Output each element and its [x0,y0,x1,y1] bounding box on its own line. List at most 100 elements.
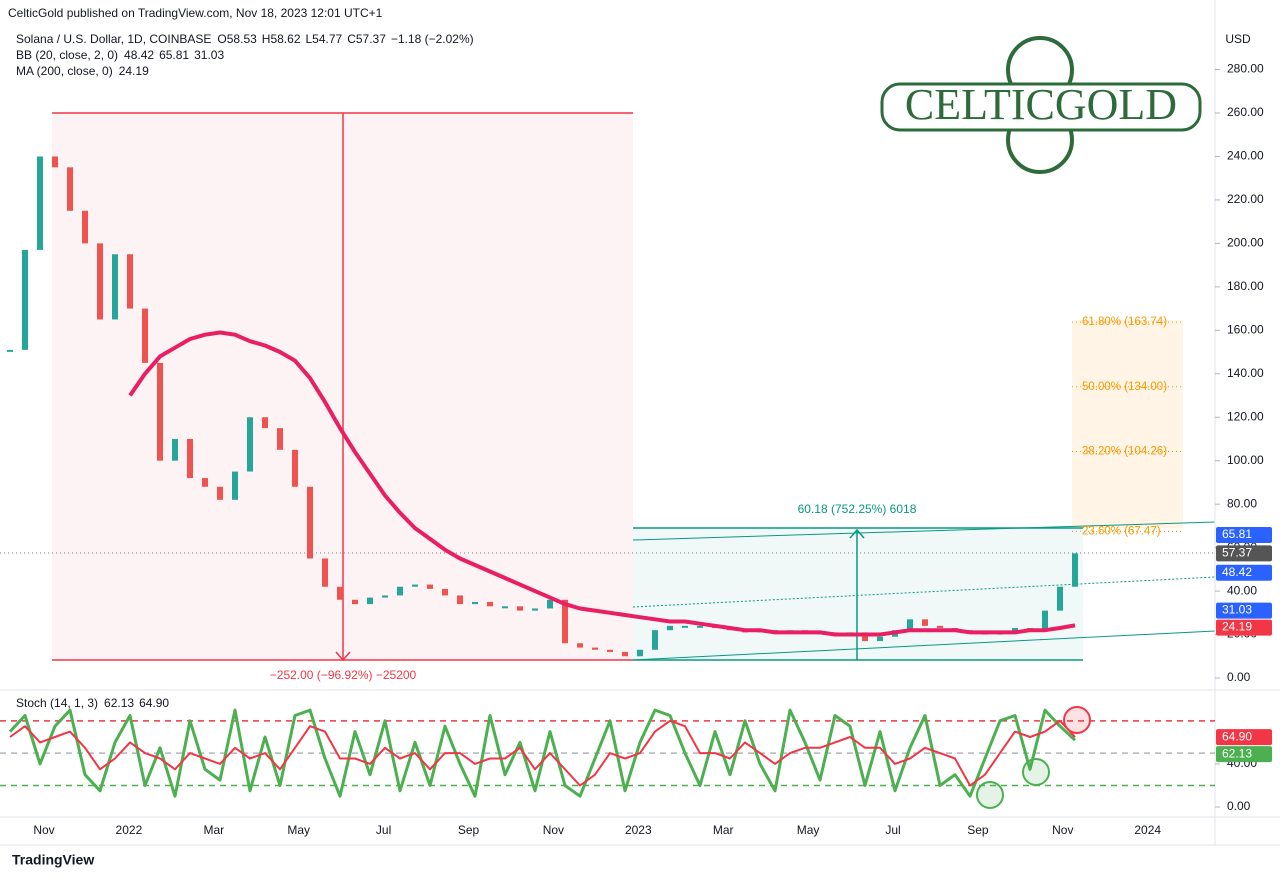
y-tick-label: 120.00 [1227,409,1264,423]
publisher: CelticGold published on TradingView.com,… [8,6,383,20]
candle [457,595,463,605]
measure-label: 60.18 (752.25%) 6018 [798,502,917,516]
candle [52,156,58,168]
logo-text: CELTICGOLD [905,80,1177,129]
candle [37,156,43,250]
price-tag-label: 64.90 [1222,729,1252,743]
price-tag [1216,729,1272,746]
arrow-head [335,651,351,662]
candle [517,606,523,611]
candle [1072,553,1078,587]
y-tick-label: 80.00 [1227,496,1257,510]
candle [352,599,358,605]
candle [607,649,613,652]
candle [262,417,268,429]
fib-label: 23.60% (67.47) [1082,525,1161,537]
price-tag [1216,619,1272,636]
ohlc-reading: O58.53 [217,32,257,46]
candle [412,584,418,587]
x-tick-label: 2023 [625,823,652,837]
candle [472,601,478,605]
candle [877,636,883,642]
candle [142,308,148,363]
fib-box [1072,320,1183,528]
x-tick-label: 2024 [1134,823,1161,837]
y-tick-label: 40.00 [1227,583,1257,597]
candle [322,558,328,587]
x-tick-label: Mar [203,823,224,837]
ma-legend: MA (200, close, 0) [16,64,113,78]
candle [82,210,88,244]
candle [67,167,73,211]
y-tick-label: 100.00 [1227,453,1264,467]
y-tick-label: 180.00 [1227,279,1264,293]
y-tick-label: 260.00 [1227,105,1264,119]
stoch-line [9,719,1076,787]
candle [502,606,508,609]
measure-label: −252.00 (−96.92%) −25200 [270,668,417,682]
highlight-circle [976,781,1004,809]
x-tick-label: May [797,823,820,837]
highlight-circle [1063,706,1091,734]
candle [667,625,673,631]
brand: TradingView [12,852,94,868]
candle [157,362,163,461]
x-tick-label: 2022 [116,823,143,837]
channel-line [632,630,1216,661]
y-tick-label: 0.00 [1227,670,1251,684]
candle [922,619,928,626]
fib-label: 38.20% (104.26) [1082,445,1167,457]
x-tick-label: Sep [458,823,480,837]
price-tag-label: 65.81 [1222,527,1252,541]
moving-average [128,330,1076,637]
x-tick-label: Nov [1052,823,1073,837]
candle [592,647,598,650]
candle [442,588,448,596]
candle [1042,610,1048,631]
candle [652,630,658,650]
channel-line [632,576,1216,608]
ohlc-reading: L54.77 [306,32,343,46]
price-tag-label: 62.13 [1222,746,1252,760]
candle [337,586,343,600]
ohlc-reading: H58.62 [262,32,301,46]
stoch-reading: 62.13 [104,696,134,710]
price-tag-label: 48.42 [1222,565,1252,579]
candle [1012,628,1018,633]
candle [1057,586,1063,611]
price-tag-label: 57.37 [1222,546,1252,560]
candle [682,625,688,628]
fib-label: 61.80% (163.74) [1082,316,1167,328]
bb-reading: 48.42 [124,48,154,62]
price-tag [1216,526,1272,543]
price-tag [1216,746,1272,763]
channel-line [632,521,1216,541]
candle [532,608,538,611]
price-tag-label: 24.19 [1222,620,1252,634]
candle [367,597,373,605]
x-tick-label: Nov [543,823,564,837]
candle [232,471,238,500]
candle [172,438,178,461]
candle [187,438,193,479]
price-tag [1216,545,1272,562]
price-tag [1216,602,1272,619]
y-tick-label: 0.00 [1227,799,1251,813]
candle [937,625,943,629]
candle [862,632,868,642]
candle [292,449,298,487]
candle [217,486,223,500]
candle [562,599,568,644]
candle [622,651,628,657]
fib-label: 50.00% (134.00) [1082,381,1167,393]
candle [307,486,313,559]
stoch-reading: 64.90 [139,696,169,710]
y-tick-label: 240.00 [1227,149,1264,163]
bb-reading: 65.81 [159,48,189,62]
candle [7,349,13,352]
bb-reading: 31.03 [194,48,224,62]
y-tick-label: 140.00 [1227,366,1264,380]
candle [577,643,583,648]
price-tag [1216,564,1272,581]
candle [112,254,118,320]
